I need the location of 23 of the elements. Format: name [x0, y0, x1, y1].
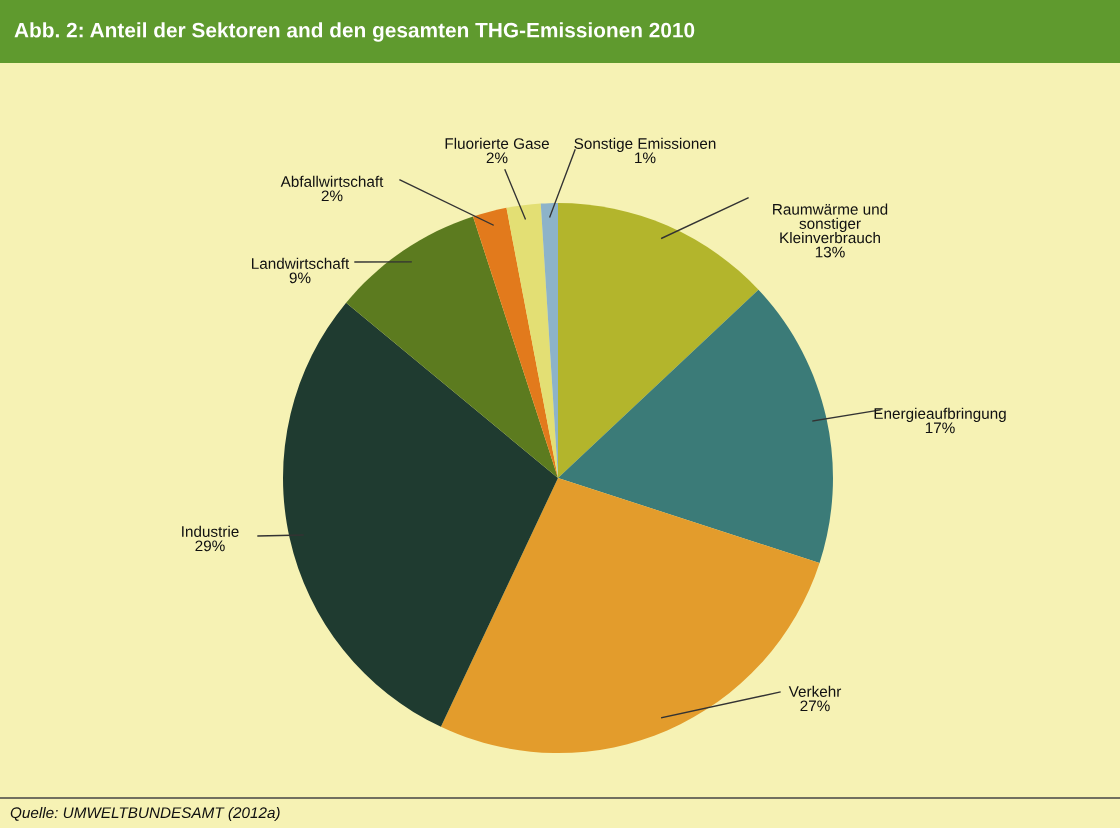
pie-slice — [558, 289, 833, 563]
data-label: 13% — [815, 246, 845, 258]
slice-label: Landwirtschaft — [252, 257, 350, 269]
data-label: 17% — [925, 422, 955, 434]
pie-slice — [473, 207, 558, 478]
data-label: 27% — [800, 700, 830, 712]
data-label: 1% — [635, 152, 656, 164]
data-label: 2% — [486, 152, 508, 164]
data-label: 29% — [195, 540, 225, 552]
slice-label: Abfallwirtschaft — [280, 175, 384, 187]
slice-label: Sonstige Emissionen — [574, 137, 716, 152]
chart-title: Abb. 2: Anteil der Sektoren and den gesamten THG-Emissionen 2010 — [14, 22, 695, 42]
slice-label: Raumwärme und sonstiger Kleinverbrauch — [773, 203, 888, 244]
pie-slice — [283, 302, 558, 727]
source-note: Quelle: UMWELTBUNDESAMT (2012a) — [10, 806, 280, 822]
slice-label: Energieaufbringung — [874, 407, 1006, 422]
pie-slice — [558, 203, 759, 478]
slice-label: Verkehr — [788, 685, 842, 697]
data-label: 9% — [289, 272, 311, 284]
pie-slice — [506, 203, 558, 478]
slice-label: Fluorierte Gase — [445, 137, 549, 149]
data-label: 2% — [321, 190, 343, 202]
slice-label: Industrie — [182, 525, 239, 537]
